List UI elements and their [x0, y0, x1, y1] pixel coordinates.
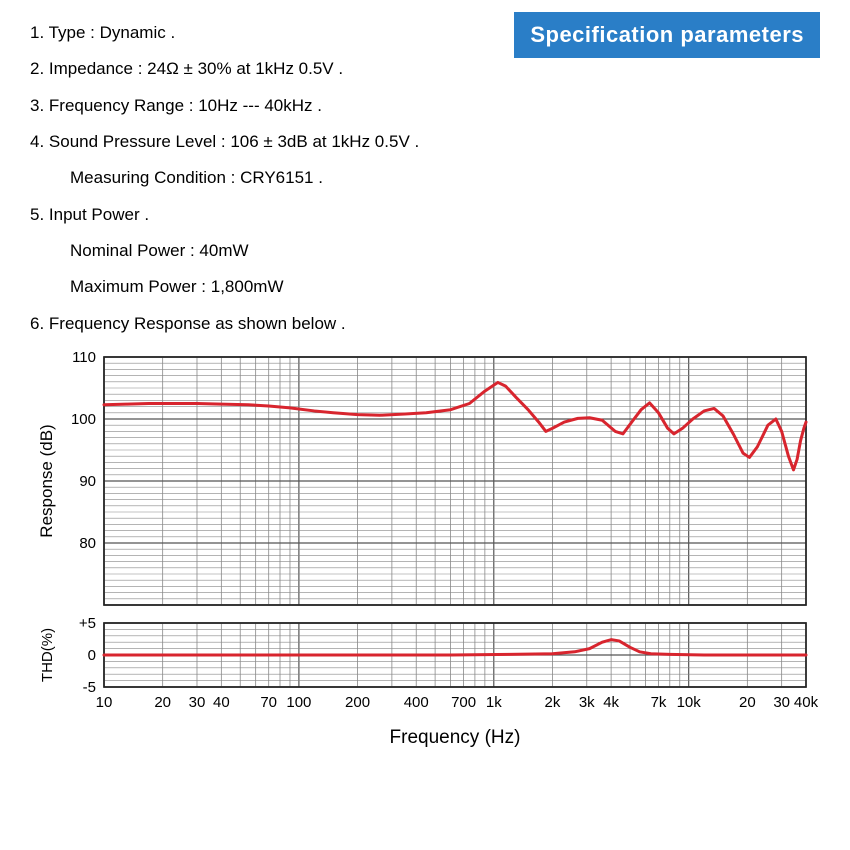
- svg-text:Frequency (Hz): Frequency (Hz): [390, 727, 521, 748]
- svg-text:200: 200: [345, 694, 370, 711]
- spec-4a: Measuring Condition : CRY6151 .: [70, 165, 820, 191]
- svg-text:40: 40: [213, 694, 230, 711]
- spec-4: 4. Sound Pressure Level : 106 ± 3dB at 1…: [30, 129, 820, 155]
- svg-text:+5: +5: [79, 615, 96, 632]
- spec-5a: Nominal Power : 40mW: [70, 238, 820, 264]
- svg-text:80: 80: [79, 535, 96, 552]
- svg-text:110: 110: [72, 349, 96, 366]
- spec-5b: Maximum Power : 1,800mW: [70, 274, 820, 300]
- spec-6: 6. Frequency Response as shown below .: [30, 311, 820, 337]
- chart-svg: 80 90 100 110 -5 0 +5 10 20 30 40 70 100 200 400 700 1k 2…: [30, 347, 820, 757]
- svg-text:20: 20: [739, 694, 756, 711]
- svg-text:3k: 3k: [579, 694, 595, 711]
- spec-list: 1. Type : Dynamic . 2. Impedance : 24Ω ±…: [30, 20, 820, 337]
- svg-text:100: 100: [286, 694, 311, 711]
- svg-text:20: 20: [154, 694, 171, 711]
- svg-text:2k: 2k: [545, 694, 561, 711]
- title-banner: Specification parameters: [514, 12, 820, 58]
- spec-3: 3. Frequency Range : 10Hz --- 40kHz .: [30, 93, 820, 119]
- svg-text:90: 90: [79, 473, 96, 490]
- svg-text:10k: 10k: [677, 694, 702, 711]
- svg-text:10: 10: [96, 694, 113, 711]
- svg-text:0: 0: [88, 647, 96, 664]
- spec-5: 5. Input Power .: [30, 202, 820, 228]
- svg-text:30: 30: [773, 694, 790, 711]
- svg-text:70: 70: [260, 694, 277, 711]
- svg-text:Response (dB): Response (dB): [37, 424, 56, 537]
- frequency-response-chart: 80 90 100 110 -5 0 +5 10 20 30 40 70 100 200 400 700 1k 2…: [30, 347, 820, 757]
- svg-text:7k: 7k: [651, 694, 667, 711]
- spec-2: 2. Impedance : 24Ω ± 30% at 1kHz 0.5V .: [30, 56, 820, 82]
- svg-text:4k: 4k: [603, 694, 619, 711]
- svg-text:400: 400: [404, 694, 429, 711]
- svg-text:1k: 1k: [486, 694, 502, 711]
- svg-text:100: 100: [71, 411, 96, 428]
- svg-text:-5: -5: [83, 679, 96, 696]
- svg-text:THD(%): THD(%): [39, 628, 56, 682]
- svg-text:30: 30: [189, 694, 206, 711]
- svg-text:700: 700: [451, 694, 476, 711]
- svg-text:40k: 40k: [794, 694, 819, 711]
